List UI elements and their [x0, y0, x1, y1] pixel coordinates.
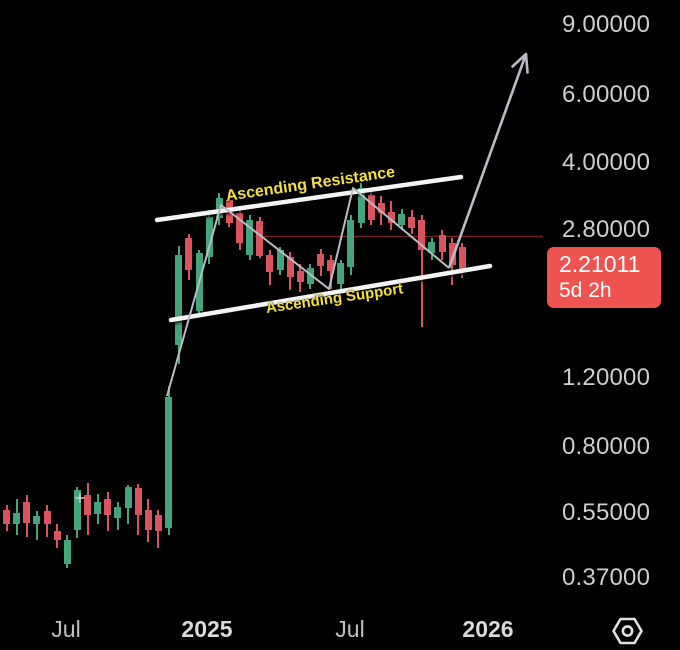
price-axis-label: 2.80000 [562, 216, 651, 243]
candlestick [23, 502, 31, 523]
candlestick [327, 259, 335, 272]
price-axis-label: 4.00000 [562, 149, 651, 176]
candlestick [13, 513, 21, 525]
time-axis[interactable]: Jul 2025 Jul 2026 [0, 610, 680, 650]
candlestick [104, 499, 112, 515]
candlestick [124, 486, 132, 509]
candlestick [306, 268, 314, 284]
price-axis[interactable]: 9.00000 6.00000 4.00000 2.80000 1.20000 0.800… [545, 0, 680, 610]
candlestick [3, 509, 11, 525]
candlestick [398, 214, 406, 225]
candlestick [246, 220, 254, 256]
candlestick [347, 220, 355, 268]
candlestick [84, 495, 92, 515]
candlestick [185, 238, 193, 270]
candlestick [73, 490, 81, 530]
candlestick [134, 488, 142, 515]
last-price-badge: 2.21011 5d 2h [547, 247, 661, 308]
candle-wick [35, 511, 38, 541]
candlestick [165, 396, 173, 528]
candlestick [387, 212, 395, 224]
candlestick [367, 194, 375, 221]
price-axis-label: 0.80000 [562, 433, 651, 460]
price-axis-label: 1.20000 [562, 364, 651, 391]
candlestick [215, 198, 223, 219]
candlestick [175, 254, 183, 345]
candlestick [256, 221, 264, 257]
candlestick [428, 242, 436, 254]
price-axis-label: 9.00000 [562, 11, 651, 38]
candlestick [438, 234, 446, 253]
candlestick [63, 540, 71, 564]
price-axis-label: 0.55000 [562, 499, 651, 526]
candlestick [357, 188, 365, 224]
hexagon-logo-icon [609, 613, 646, 650]
candlestick [266, 255, 274, 272]
bar-close-countdown: 5d 2h [559, 279, 612, 302]
candlestick [144, 509, 152, 531]
candlestick [337, 263, 345, 284]
time-axis-month-label: Jul [335, 616, 365, 642]
last-price-value: 2.21011 [559, 251, 641, 277]
candlestick [114, 506, 122, 518]
candlestick [286, 256, 294, 277]
candlestick [317, 253, 325, 266]
candlestick [418, 220, 426, 251]
candlestick [296, 271, 304, 282]
candlestick [276, 250, 284, 270]
candlestick [377, 202, 385, 214]
price-axis-label: 6.00000 [562, 81, 651, 108]
candlestick [408, 216, 416, 228]
time-axis-year-label: 2025 [181, 616, 233, 642]
candlestick [236, 213, 244, 243]
time-axis-year-label: 2026 [462, 616, 514, 642]
candlestick [33, 516, 41, 525]
time-axis-month-label: Jul [51, 616, 81, 642]
candlestick [53, 531, 61, 541]
candlestick [448, 242, 456, 265]
candlestick [154, 514, 162, 532]
candlestick [458, 246, 466, 272]
candlestick [195, 253, 203, 312]
price-axis-label: 0.37000 [562, 564, 651, 591]
candlestick [94, 502, 102, 514]
candlestick [43, 511, 51, 525]
candlestick [205, 216, 213, 257]
